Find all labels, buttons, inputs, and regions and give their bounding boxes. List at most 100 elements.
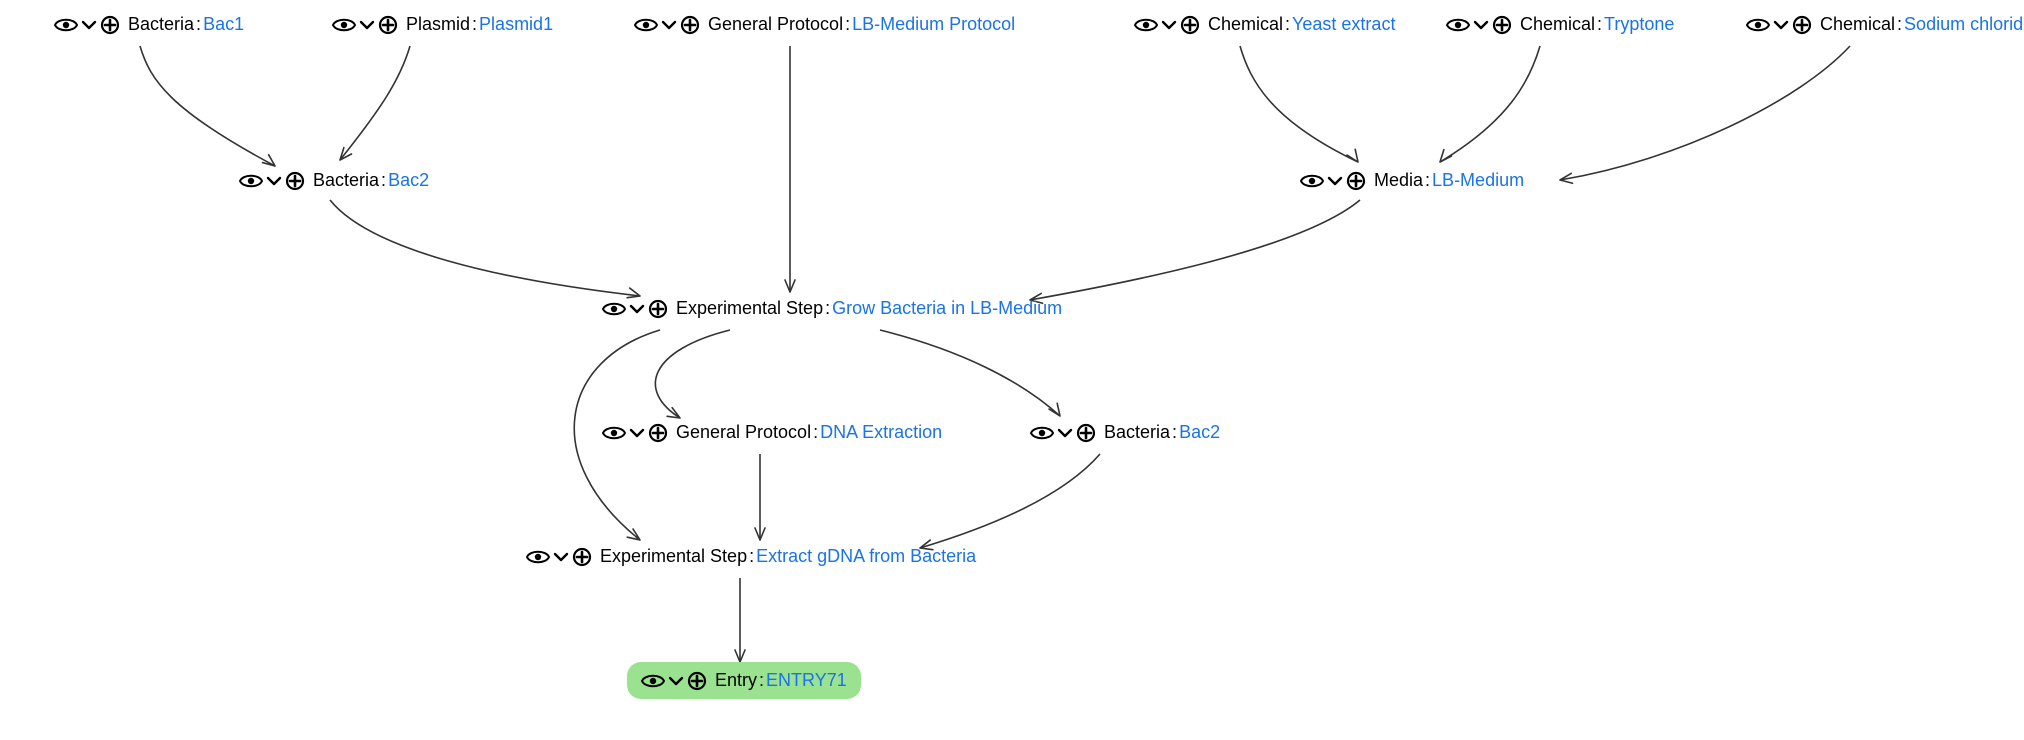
eye-icon[interactable] xyxy=(1746,16,1770,34)
eye-icon[interactable] xyxy=(1300,172,1324,190)
chevron-down-icon[interactable] xyxy=(552,548,570,566)
plus-circle-icon[interactable] xyxy=(1076,423,1096,443)
edge-bac1-to-bac2a xyxy=(140,46,275,166)
chevron-down-icon[interactable] xyxy=(667,672,685,690)
separator: : xyxy=(1897,14,1902,35)
chevron-down-icon[interactable] xyxy=(628,300,646,318)
separator: : xyxy=(196,14,201,35)
node-icons xyxy=(1030,423,1096,443)
node-dnaext: General Protocol:DNA Extraction xyxy=(588,414,956,451)
edge-lbmed-to-grow xyxy=(1030,200,1360,300)
node-link-label[interactable]: Sodium chloride xyxy=(1904,14,2024,35)
plus-circle-icon[interactable] xyxy=(1792,15,1812,35)
plus-circle-icon[interactable] xyxy=(100,15,120,35)
separator: : xyxy=(1285,14,1290,35)
eye-icon[interactable] xyxy=(602,300,626,318)
eye-icon[interactable] xyxy=(641,672,665,690)
node-link-label[interactable]: DNA Extraction xyxy=(820,422,942,443)
node-type-label: Chemical xyxy=(1520,14,1595,35)
eye-icon[interactable] xyxy=(634,16,658,34)
node-entry: Entry:ENTRY71 xyxy=(627,662,861,699)
node-link-label[interactable]: LB-Medium Protocol xyxy=(852,14,1015,35)
chevron-down-icon[interactable] xyxy=(1772,16,1790,34)
separator: : xyxy=(825,298,830,319)
node-type-label: General Protocol xyxy=(676,422,811,443)
node-icons xyxy=(332,15,398,35)
chevron-down-icon[interactable] xyxy=(1160,16,1178,34)
chevron-down-icon[interactable] xyxy=(80,16,98,34)
plus-circle-icon[interactable] xyxy=(648,299,668,319)
node-lbmed: Media:LB-Medium xyxy=(1286,162,1538,199)
node-link-label[interactable]: Yeast extract xyxy=(1292,14,1395,35)
node-icons xyxy=(641,671,707,691)
node-lbproto: General Protocol:LB-Medium Protocol xyxy=(620,6,1029,43)
node-link-label[interactable]: Bac1 xyxy=(203,14,244,35)
node-grow: Experimental Step:Grow Bacteria in LB-Me… xyxy=(588,290,1076,327)
node-tryptone: Chemical:Tryptone xyxy=(1432,6,1688,43)
chevron-down-icon[interactable] xyxy=(1472,16,1490,34)
edge-bac2a-to-grow xyxy=(330,200,640,296)
eye-icon[interactable] xyxy=(1030,424,1054,442)
separator: : xyxy=(845,14,850,35)
node-icons xyxy=(1446,15,1512,35)
node-link-label[interactable]: LB-Medium xyxy=(1432,170,1524,191)
node-icons xyxy=(602,423,668,443)
node-bac2b: Bacteria:Bac2 xyxy=(1016,414,1234,451)
plus-circle-icon[interactable] xyxy=(1492,15,1512,35)
node-type-label: General Protocol xyxy=(708,14,843,35)
chevron-down-icon[interactable] xyxy=(1326,172,1344,190)
node-nacl: Chemical:Sodium chloride xyxy=(1732,6,2024,43)
eye-icon[interactable] xyxy=(332,16,356,34)
node-link-label[interactable]: Extract gDNA from Bacteria xyxy=(756,546,976,567)
eye-icon[interactable] xyxy=(526,548,550,566)
node-icons xyxy=(634,15,700,35)
node-type-label: Media xyxy=(1374,170,1423,191)
diagram-canvas: Bacteria:Bac1Plasmid:Plasmid1General Pro… xyxy=(0,0,2024,740)
node-icons xyxy=(602,299,668,319)
node-link-label[interactable]: Bac2 xyxy=(388,170,429,191)
chevron-down-icon[interactable] xyxy=(265,172,283,190)
plus-circle-icon[interactable] xyxy=(378,15,398,35)
node-plasmid1: Plasmid:Plasmid1 xyxy=(318,6,567,43)
chevron-down-icon[interactable] xyxy=(628,424,646,442)
eye-icon[interactable] xyxy=(239,172,263,190)
chevron-down-icon[interactable] xyxy=(358,16,376,34)
plus-circle-icon[interactable] xyxy=(1346,171,1366,191)
node-type-label: Bacteria xyxy=(313,170,379,191)
separator: : xyxy=(381,170,386,191)
node-icons xyxy=(1300,171,1366,191)
plus-circle-icon[interactable] xyxy=(1180,15,1200,35)
separator: : xyxy=(1425,170,1430,191)
plus-circle-icon[interactable] xyxy=(285,171,305,191)
node-type-label: Experimental Step xyxy=(676,298,823,319)
plus-circle-icon[interactable] xyxy=(687,671,707,691)
edges-layer xyxy=(0,0,2024,740)
edge-bac2b-to-extract xyxy=(920,454,1100,548)
separator: : xyxy=(813,422,818,443)
node-link-label[interactable]: Bac2 xyxy=(1179,422,1220,443)
node-type-label: Entry xyxy=(715,670,757,691)
node-link-label[interactable]: Plasmid1 xyxy=(479,14,553,35)
node-type-label: Bacteria xyxy=(128,14,194,35)
edge-nacl-to-lbmed xyxy=(1560,46,1850,180)
separator: : xyxy=(1597,14,1602,35)
node-icons xyxy=(526,547,592,567)
node-icons xyxy=(1746,15,1812,35)
node-link-label[interactable]: ENTRY71 xyxy=(766,670,847,691)
node-link-label[interactable]: Tryptone xyxy=(1604,14,1674,35)
eye-icon[interactable] xyxy=(54,16,78,34)
eye-icon[interactable] xyxy=(1446,16,1470,34)
eye-icon[interactable] xyxy=(1134,16,1158,34)
chevron-down-icon[interactable] xyxy=(660,16,678,34)
node-type-label: Experimental Step xyxy=(600,546,747,567)
node-link-label[interactable]: Grow Bacteria in LB-Medium xyxy=(832,298,1062,319)
edge-grow-to-bac2b xyxy=(880,330,1060,416)
separator: : xyxy=(749,546,754,567)
chevron-down-icon[interactable] xyxy=(1056,424,1074,442)
edge-yeast-to-lbmed xyxy=(1240,46,1358,162)
plus-circle-icon[interactable] xyxy=(680,15,700,35)
eye-icon[interactable] xyxy=(602,424,626,442)
plus-circle-icon[interactable] xyxy=(572,547,592,567)
plus-circle-icon[interactable] xyxy=(648,423,668,443)
separator: : xyxy=(759,670,764,691)
